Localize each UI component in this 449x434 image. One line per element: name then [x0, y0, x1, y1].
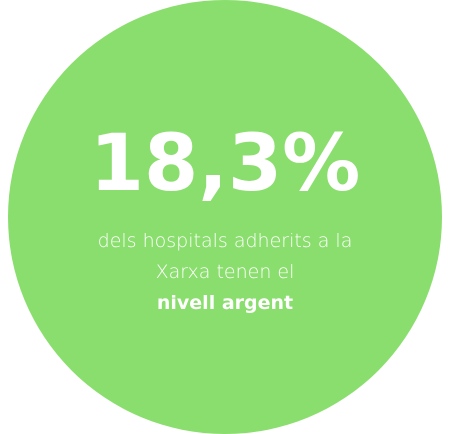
stat-highlight: nivell argent — [157, 292, 293, 314]
stat-value: 18,3% — [90, 119, 361, 209]
stat-text: dels hospitals adherits a la — [98, 230, 353, 252]
stat-circle — [8, 0, 442, 434]
stat-text: Xarxa tenen el — [156, 261, 295, 283]
